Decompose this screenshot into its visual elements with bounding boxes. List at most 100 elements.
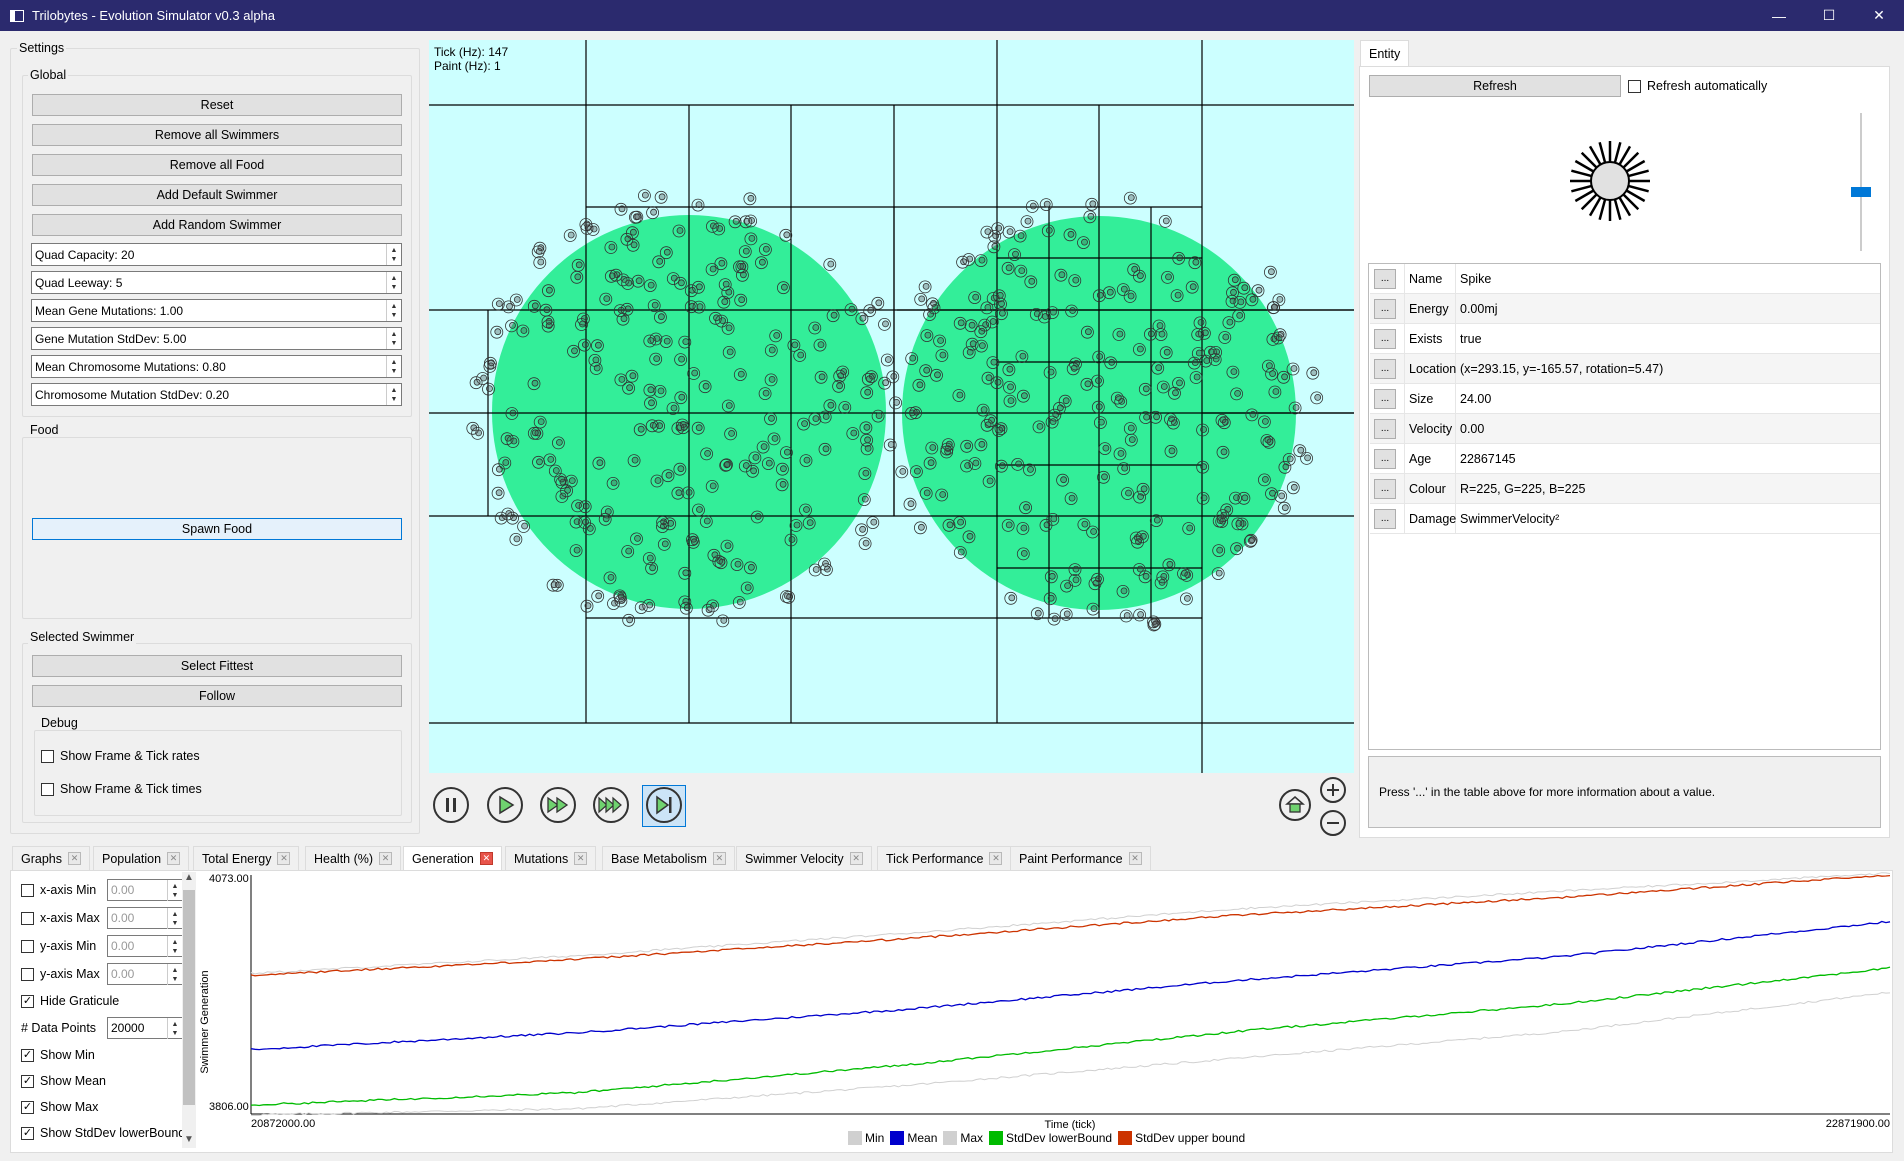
swimmer[interactable] [645, 419, 659, 433]
swimmer[interactable] [492, 463, 505, 477]
checkmark-icon[interactable]: ✓ [21, 1048, 34, 1062]
swimmer[interactable] [1081, 325, 1094, 339]
swimmer[interactable] [555, 490, 569, 503]
tab-close-icon[interactable]: ✕ [1128, 852, 1142, 865]
swimmer[interactable] [735, 260, 749, 274]
spin-arrows-icon[interactable]: ▲ ▼ [386, 328, 401, 349]
swimmer[interactable] [643, 383, 657, 397]
add-random-swimmer-button[interactable]: Add Random Swimmer [32, 214, 402, 236]
swimmer[interactable] [1011, 457, 1024, 471]
swimmer[interactable] [968, 457, 982, 470]
swimmer[interactable] [940, 445, 953, 459]
swimmer[interactable] [1068, 563, 1082, 576]
swimmer[interactable] [1064, 492, 1078, 506]
show-stddev-lowerbound-checkbox[interactable]: ✓ Show StdDev lowerBound [21, 1126, 185, 1140]
swimmer[interactable] [715, 314, 729, 328]
swimmer[interactable] [1056, 473, 1069, 487]
swimmer[interactable] [1244, 533, 1258, 547]
checkmark-icon[interactable]: ✓ [21, 1100, 34, 1114]
swimmer[interactable] [517, 520, 530, 533]
swimmer[interactable] [836, 365, 850, 379]
swimmer[interactable] [661, 469, 675, 483]
play-button[interactable] [487, 787, 523, 823]
swimmer[interactable] [502, 300, 515, 314]
swimmer[interactable] [625, 226, 639, 240]
swimmer[interactable] [980, 301, 994, 315]
swimmer[interactable] [1226, 365, 1240, 379]
swimmer[interactable] [880, 353, 894, 367]
swimmer[interactable] [681, 486, 695, 500]
property-info-button[interactable]: ... [1374, 358, 1396, 379]
swimmer[interactable] [1208, 353, 1222, 366]
swimmer[interactable] [1161, 270, 1174, 284]
swimmer[interactable] [978, 318, 992, 332]
remove-all-food-button[interactable]: Remove all Food [32, 154, 402, 176]
swimmer[interactable] [652, 255, 666, 269]
swimmer[interactable] [1286, 362, 1300, 376]
swimmer[interactable] [1133, 343, 1146, 356]
swimmer[interactable] [1147, 615, 1160, 629]
swimmer[interactable] [644, 396, 657, 410]
swimmer[interactable] [1091, 374, 1104, 388]
swimmer[interactable] [787, 338, 801, 352]
swimmer[interactable] [823, 258, 837, 271]
swimmer[interactable] [962, 253, 976, 266]
swimmer[interactable] [1038, 310, 1051, 324]
swimmer[interactable] [570, 270, 584, 284]
swimmer[interactable] [630, 532, 643, 546]
swimmer[interactable] [1001, 261, 1015, 275]
swimmer[interactable] [1039, 198, 1053, 212]
swimmer[interactable] [1226, 286, 1239, 300]
swimmer[interactable] [554, 473, 568, 486]
swimmer[interactable] [721, 321, 735, 335]
swimmer[interactable] [663, 517, 677, 531]
swimmer[interactable] [509, 293, 523, 307]
swimmer[interactable] [754, 256, 768, 270]
swimmer[interactable] [962, 346, 976, 360]
swimmer[interactable] [748, 451, 762, 465]
swimmer[interactable] [1144, 327, 1157, 341]
tab-close-icon[interactable]: ✕ [849, 852, 863, 865]
checkbox-box[interactable] [41, 749, 54, 763]
swimmer[interactable] [550, 578, 564, 592]
swimmer[interactable] [1063, 228, 1077, 242]
swimmer[interactable] [779, 228, 793, 242]
swimmer[interactable] [857, 493, 871, 507]
swimmer[interactable] [1167, 416, 1180, 430]
checkbox-box[interactable] [21, 939, 34, 953]
swimmer[interactable] [1098, 442, 1112, 456]
swimmer[interactable] [576, 312, 590, 326]
swimmer[interactable] [1080, 377, 1094, 391]
swimmer[interactable] [919, 364, 933, 378]
swimmer[interactable] [732, 596, 746, 609]
swimmer[interactable] [1003, 380, 1016, 394]
swimmer[interactable] [1077, 518, 1091, 532]
scroll-up-icon[interactable]: ▲ [184, 872, 194, 883]
swimmer[interactable] [614, 373, 628, 387]
swimmer[interactable] [1116, 283, 1130, 297]
swimmer[interactable] [734, 293, 748, 307]
swimmer[interactable] [1138, 570, 1152, 584]
spin-arrows-icon[interactable]: ▲ ▼ [167, 964, 182, 985]
swimmer[interactable] [666, 272, 680, 286]
swimmer[interactable] [1262, 359, 1275, 373]
tab-swimmer-velocity[interactable]: Swimmer Velocity ✕ [736, 846, 872, 870]
swimmer[interactable] [622, 381, 636, 395]
swimmer[interactable] [722, 345, 736, 359]
swimmer[interactable] [1059, 608, 1073, 621]
checkbox-box[interactable] [21, 911, 34, 925]
swimmer[interactable] [844, 303, 858, 317]
swimmer[interactable] [614, 202, 628, 216]
swimmer[interactable] [1196, 491, 1210, 505]
y-axis-max-input[interactable]: 0.00 ▲ ▼ [107, 963, 183, 985]
swimmer[interactable] [799, 454, 813, 468]
swimmer[interactable] [1159, 346, 1173, 360]
swimmer[interactable] [919, 486, 933, 500]
swimmer[interactable] [592, 456, 606, 470]
swimmer[interactable] [643, 334, 657, 348]
swimmer[interactable] [728, 215, 742, 229]
tab-entity[interactable]: Entity [1360, 40, 1410, 67]
swimmer[interactable] [1127, 263, 1141, 277]
swimmer[interactable] [1013, 229, 1027, 243]
swimmer[interactable] [1117, 462, 1131, 476]
